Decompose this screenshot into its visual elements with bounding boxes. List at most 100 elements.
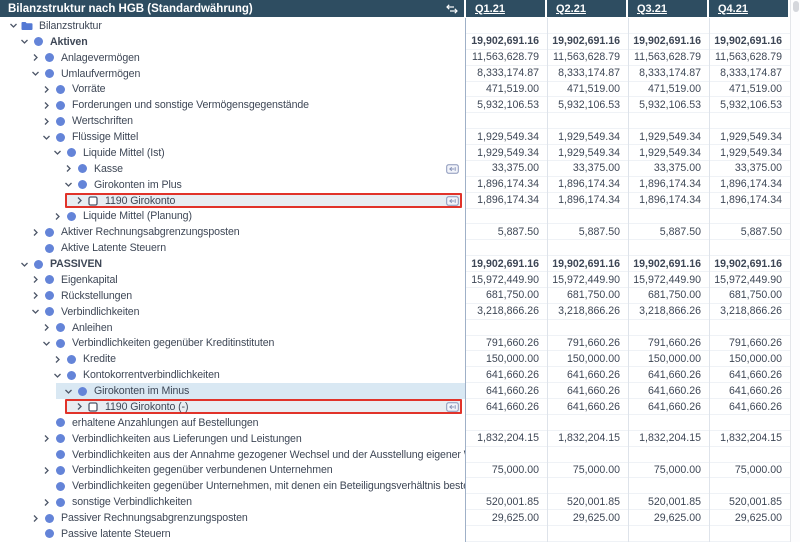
value-cell[interactable]: 11,563,628.79	[466, 50, 547, 66]
tree-row[interactable]: Girokonten im Plus	[0, 176, 466, 193]
value-cell[interactable]: 471,519.00	[466, 82, 547, 98]
chevron-right-icon[interactable]	[40, 85, 53, 94]
value-cell[interactable]: 1,929,549.34	[628, 145, 709, 161]
value-cell[interactable]: 1,832,204.15	[709, 430, 790, 447]
value-cell[interactable]: 3,218,866.26	[628, 303, 709, 320]
value-cell[interactable]: 641,660.26	[547, 367, 628, 384]
value-cell[interactable]	[466, 526, 547, 542]
value-cell[interactable]	[628, 526, 709, 542]
value-cell[interactable]: 641,660.26	[709, 383, 790, 399]
value-cell[interactable]: 15,972,449.90	[709, 272, 790, 288]
value-cell[interactable]: 75,000.00	[709, 462, 790, 479]
column-header-q1-21[interactable]: Q1.21	[466, 0, 545, 17]
tree-row[interactable]: PASSIVEN	[0, 256, 466, 272]
tree-row[interactable]: Aktiver Rechnungsabgrenzungsposten	[0, 224, 466, 241]
value-cell[interactable]: 3,218,866.26	[547, 303, 628, 320]
chevron-right-icon[interactable]	[51, 355, 64, 364]
value-cell[interactable]: 791,660.26	[547, 335, 628, 352]
value-cell[interactable]: 19,902,691.16	[466, 256, 547, 272]
value-cell[interactable]: 681,750.00	[628, 287, 709, 304]
chevron-down-icon[interactable]	[40, 133, 53, 142]
value-cell[interactable]	[466, 447, 547, 463]
chevron-down-icon[interactable]	[7, 21, 20, 30]
tree-row[interactable]: Passive latente Steuern	[0, 526, 466, 542]
value-cell[interactable]: 1,929,549.34	[628, 129, 709, 145]
value-cell[interactable]: 150,000.00	[466, 351, 547, 367]
value-cell[interactable]	[547, 526, 628, 542]
value-cell[interactable]: 11,563,628.79	[709, 49, 790, 66]
chevron-down-icon[interactable]	[18, 260, 31, 269]
tree-row[interactable]: Verbindlichkeiten aus Lieferungen und Le…	[0, 430, 466, 447]
value-cell[interactable]: 641,660.26	[466, 383, 547, 399]
chevron-down-icon[interactable]	[18, 37, 31, 46]
value-cell[interactable]	[547, 208, 628, 225]
value-cell[interactable]	[709, 526, 790, 542]
column-header-q4-21[interactable]: Q4.21	[709, 0, 788, 17]
value-cell[interactable]: 641,660.26	[628, 399, 709, 415]
tree-row[interactable]: Liquide Mittel (Planung)	[0, 208, 466, 225]
value-cell[interactable]: 33,375.00	[709, 160, 790, 177]
value-cell[interactable]: 5,932,106.53	[466, 97, 547, 113]
chevron-right-icon[interactable]	[29, 514, 42, 523]
tree-row[interactable]: Aktive Latente Steuern	[0, 240, 466, 257]
value-cell[interactable]	[628, 113, 709, 130]
value-cell[interactable]: 33,375.00	[466, 161, 547, 177]
value-cell[interactable]: 33,375.00	[628, 160, 709, 177]
value-cell[interactable]: 3,218,866.26	[709, 303, 790, 320]
value-cell[interactable]	[466, 415, 547, 431]
value-cell[interactable]: 75,000.00	[628, 462, 709, 479]
value-cell[interactable]: 1,896,174.34	[628, 192, 709, 209]
value-cell[interactable]: 641,660.26	[628, 383, 709, 399]
chevron-down-icon[interactable]	[29, 307, 42, 316]
value-cell[interactable]	[628, 208, 709, 225]
value-cell[interactable]: 1,929,549.34	[466, 129, 547, 145]
value-cell[interactable]: 471,519.00	[547, 81, 628, 98]
chevron-right-icon[interactable]	[29, 291, 42, 300]
value-cell[interactable]	[547, 478, 628, 495]
value-cell[interactable]	[466, 240, 547, 256]
chevron-down-icon[interactable]	[51, 371, 64, 380]
value-cell[interactable]: 150,000.00	[628, 351, 709, 368]
tree-row[interactable]: Flüssige Mittel	[0, 129, 466, 145]
value-cell[interactable]: 791,660.26	[709, 335, 790, 352]
value-cell[interactable]	[547, 18, 628, 34]
chevron-down-icon[interactable]	[62, 387, 75, 396]
tree-row[interactable]: Kasse	[0, 160, 466, 177]
value-cell[interactable]: 11,563,628.79	[547, 49, 628, 66]
value-cell[interactable]: 75,000.00	[466, 463, 547, 479]
tree-row[interactable]: sonstige Verbindlichkeiten	[0, 494, 466, 511]
tree-row[interactable]: Passiver Rechnungsabgrenzungsposten	[0, 510, 466, 526]
value-cell[interactable]: 8,333,174.87	[547, 65, 628, 82]
value-cell[interactable]: 641,660.26	[709, 399, 790, 415]
value-cell[interactable]: 5,887.50	[547, 224, 628, 241]
value-cell[interactable]	[466, 113, 547, 129]
tree-row[interactable]: 1190 Girokonto	[0, 192, 466, 209]
value-cell[interactable]: 19,902,691.16	[547, 33, 628, 50]
value-cell[interactable]: 471,519.00	[628, 81, 709, 98]
value-cell[interactable]: 520,001.85	[466, 494, 547, 510]
value-cell[interactable]	[709, 414, 790, 431]
value-cell[interactable]: 520,001.85	[709, 494, 790, 511]
tree-row[interactable]: Kontokorrentverbindlichkeiten	[0, 367, 466, 384]
value-cell[interactable]: 11,563,628.79	[628, 49, 709, 66]
tree-row[interactable]: Verbindlichkeiten	[0, 303, 466, 320]
value-cell[interactable]: 15,972,449.90	[628, 272, 709, 288]
chevron-right-icon[interactable]	[62, 164, 75, 173]
tree-row[interactable]: 1190 Girokonto (-)	[0, 399, 466, 415]
swap-columns-icon[interactable]	[446, 3, 458, 14]
value-cell[interactable]	[628, 18, 709, 34]
value-cell[interactable]: 29,625.00	[547, 510, 628, 526]
chevron-right-icon[interactable]	[51, 212, 64, 221]
chevron-right-icon[interactable]	[29, 275, 42, 284]
tree-column-header[interactable]: Bilanzstruktur nach HGB (Standardwährung…	[0, 0, 464, 17]
value-cell[interactable]: 681,750.00	[466, 288, 547, 304]
value-cell[interactable]	[466, 209, 547, 225]
value-cell[interactable]: 641,660.26	[547, 383, 628, 399]
value-cell[interactable]: 1,929,549.34	[547, 145, 628, 161]
value-cell[interactable]: 5,932,106.53	[709, 97, 790, 114]
value-cell[interactable]: 1,896,174.34	[709, 192, 790, 209]
chevron-right-icon[interactable]	[29, 228, 42, 237]
value-cell[interactable]	[628, 414, 709, 431]
value-cell[interactable]: 1,896,174.34	[547, 176, 628, 193]
value-cell[interactable]: 1,896,174.34	[466, 177, 547, 193]
